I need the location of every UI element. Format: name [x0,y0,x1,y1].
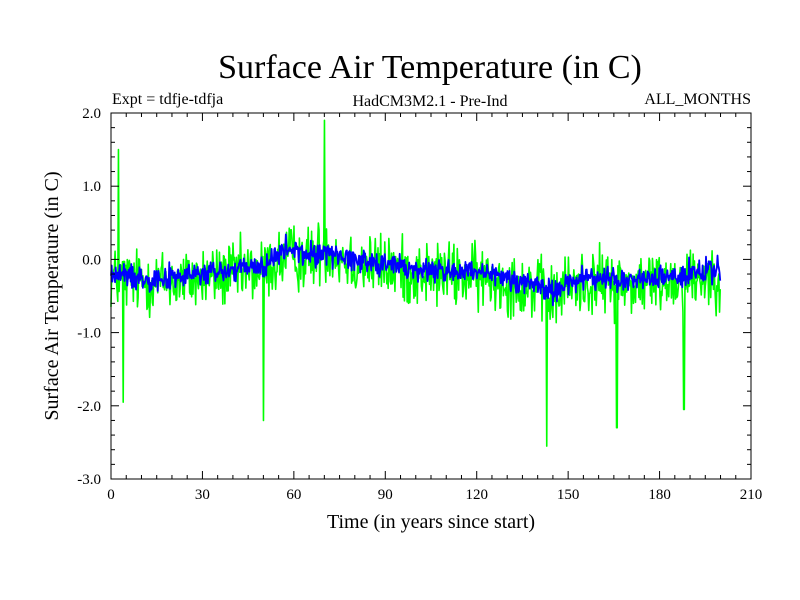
series-layer [110,119,722,447]
x-tick-label: 0 [107,487,115,503]
y-tick-label: -3.0 [77,472,101,488]
x-tick-label: 120 [465,487,488,503]
y-axis: -3.0 -2.0 -1.0 0.0 1.0 2.0 [77,106,751,488]
series-line-annual-smoothed [110,233,722,307]
y-tick-label: 0.0 [82,252,101,268]
x-tick-label: 150 [557,487,580,503]
y-axis-label: Surface Air Temperature (in C) [41,171,63,420]
x-tick-label: 180 [648,487,671,503]
x-axis-label: Time (in years since start) [327,511,535,533]
chart-title: Surface Air Temperature (in C) [218,49,642,86]
y-tick-label: -1.0 [77,326,101,342]
x-tick-label: 30 [195,487,210,503]
x-axis: 0 30 60 90 120 150 180 210 [107,113,762,503]
x-tick-label: 90 [378,487,393,503]
x-tick-label: 210 [740,487,763,503]
chart-subtitle-left: Expt = tdfje-tdfja [112,91,223,108]
series-line-monthly [110,119,722,447]
y-tick-label: 2.0 [82,106,101,122]
chart-subtitle-right: ALL_MONTHS [644,91,751,108]
chart-subtitle-center: HadCM3M2.1 - Pre-Ind [352,93,507,110]
x-tick-label: 60 [286,487,301,503]
y-tick-label: -2.0 [77,399,101,415]
y-tick-label: 1.0 [82,179,101,195]
